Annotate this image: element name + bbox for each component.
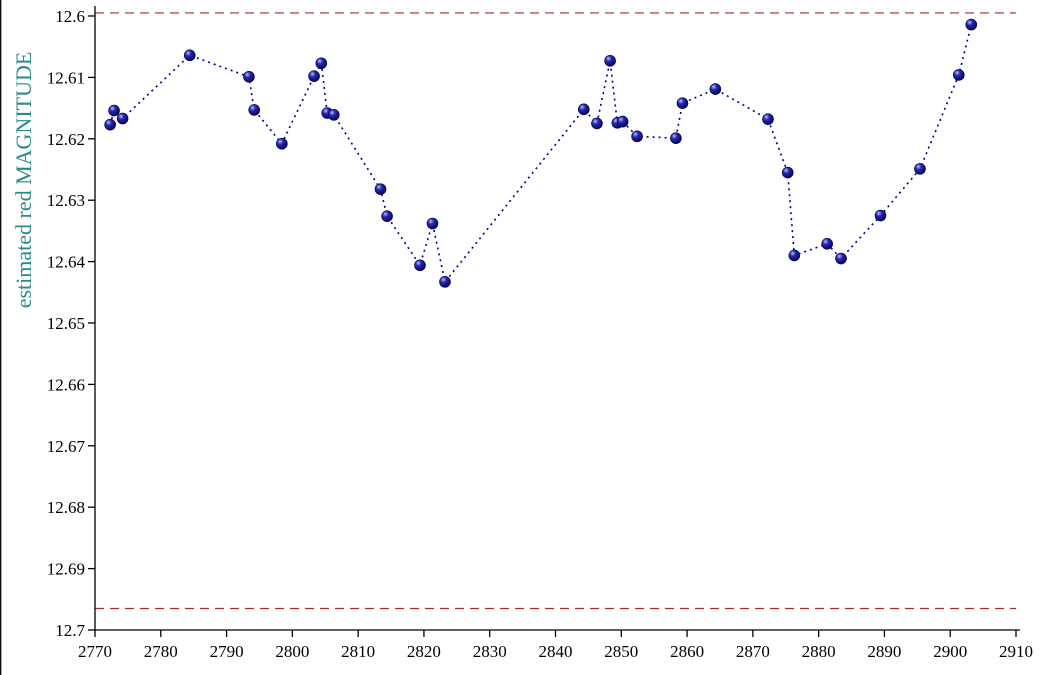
data-point: [243, 70, 255, 83]
x-tick-label: 2800: [275, 642, 309, 661]
x-tick-label: 2870: [736, 642, 770, 661]
data-series: [104, 18, 978, 288]
y-tick-label: 12.63: [47, 191, 85, 210]
data-point: [315, 57, 328, 70]
data-point: [676, 97, 689, 109]
data-point: [577, 103, 590, 116]
data-point: [414, 259, 426, 272]
x-tick-label: 2780: [144, 642, 178, 661]
data-point: [439, 276, 451, 288]
data-point: [788, 249, 801, 262]
data-point: [821, 237, 833, 250]
x-tick-label: 2880: [802, 642, 836, 661]
data-point: [952, 69, 965, 81]
x-tick-label: 2830: [473, 642, 507, 661]
data-point: [381, 210, 393, 222]
x-tick-label: 2890: [867, 642, 901, 661]
data-point: [374, 183, 387, 195]
y-axis-title: estimated red MAGNITUDE: [11, 52, 36, 309]
data-point: [616, 115, 629, 128]
series-connector-line: [109, 24, 973, 284]
data-point: [108, 104, 120, 117]
y-tick-label: 12.61: [47, 68, 85, 87]
data-point: [670, 132, 682, 144]
y-tick-label: 12.6: [55, 7, 85, 26]
data-point: [631, 130, 643, 143]
x-tick-label: 2840: [539, 642, 573, 661]
data-point: [874, 209, 887, 222]
x-tick-label: 2900: [933, 642, 967, 661]
data-point: [835, 252, 847, 265]
x-tick-label: 2820: [407, 642, 441, 661]
data-point: [781, 166, 794, 179]
data-point: [426, 217, 439, 230]
y-tick-label: 12.62: [47, 130, 85, 149]
data-point: [276, 137, 288, 150]
x-tick-label: 2910: [999, 642, 1033, 661]
data-point: [591, 117, 603, 130]
data-point: [116, 112, 129, 125]
x-tick-label: 2850: [604, 642, 638, 661]
data-point: [709, 83, 722, 95]
y-tick-label: 12.68: [47, 498, 85, 517]
data-point: [914, 163, 926, 175]
data-point: [604, 55, 616, 67]
x-tick-label: 2770: [78, 642, 112, 661]
y-tick-label: 12.67: [47, 437, 86, 456]
x-tick-label: 2860: [670, 642, 704, 661]
data-point: [183, 49, 196, 62]
y-tick-label: 12.64: [47, 253, 86, 272]
y-tick-label: 12.66: [47, 375, 85, 394]
y-tick-label: 12.7: [55, 621, 85, 640]
data-point: [965, 18, 978, 31]
data-point: [328, 109, 340, 121]
data-point: [104, 118, 116, 131]
y-tick-label: 12.69: [47, 560, 85, 579]
x-tick-label: 2810: [341, 642, 375, 661]
data-point: [762, 113, 774, 125]
data-point: [308, 70, 320, 82]
y-tick-label: 12.65: [47, 314, 85, 333]
x-tick-label: 2790: [210, 642, 244, 661]
reference-lines: [95, 12, 1016, 610]
data-point: [248, 104, 261, 116]
